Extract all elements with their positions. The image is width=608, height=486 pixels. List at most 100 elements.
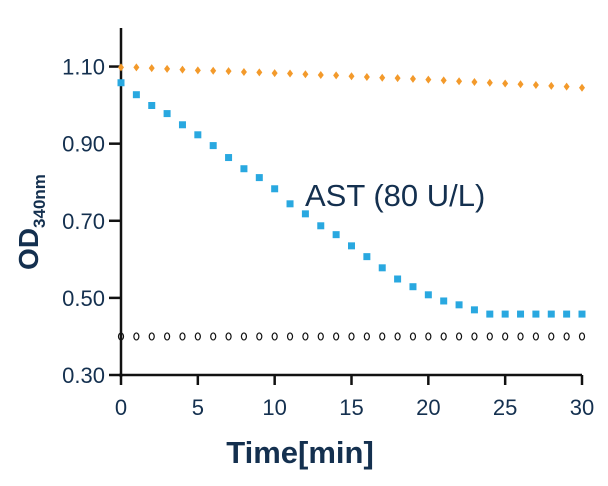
blue-data-point	[517, 310, 525, 318]
orange-data-point	[148, 64, 155, 73]
orange-data-point	[363, 72, 370, 81]
y-tick-label: 0.50	[62, 286, 105, 311]
black-data-point	[256, 332, 263, 341]
orange-data-point	[225, 67, 232, 76]
black-data-point	[455, 332, 463, 341]
blue-data-point	[409, 283, 417, 291]
black-data-point	[440, 332, 447, 341]
orange-data-point	[240, 67, 247, 76]
orange-data-point	[440, 76, 447, 85]
y-tick-label: 0.30	[62, 363, 105, 388]
black-data-point	[286, 332, 294, 341]
black-data-point	[317, 332, 324, 341]
black-data-point	[164, 332, 171, 341]
blue-data-point	[578, 310, 586, 318]
blue-data-point	[163, 110, 171, 118]
annotation-label: AST (80 U/L)	[305, 178, 485, 213]
orange-data-point	[302, 70, 309, 79]
blue-data-point	[178, 121, 186, 129]
black-data-point	[548, 332, 555, 341]
blue-data-point	[440, 297, 448, 305]
blue-data-point	[317, 222, 325, 230]
blue-data-point	[240, 165, 248, 173]
orange-data-point	[317, 71, 324, 80]
orange-data-point	[486, 78, 493, 87]
black-data-point	[532, 332, 540, 341]
black-data-point	[563, 332, 570, 341]
black-data-point	[578, 332, 586, 341]
black-data-point	[425, 332, 432, 341]
orange-data-point	[409, 74, 416, 83]
black-data-point	[486, 332, 493, 341]
blue-data-point	[348, 242, 355, 250]
black-data-point	[240, 332, 248, 341]
x-tick-label: 25	[493, 395, 517, 420]
blue-data-point	[225, 154, 233, 162]
orange-data-point	[210, 66, 217, 75]
orange-data-point	[179, 65, 186, 74]
black-data-point	[409, 332, 417, 341]
orange-data-point	[456, 77, 463, 86]
blue-data-point	[271, 185, 279, 193]
orange-data-point	[256, 68, 263, 77]
blue-data-point	[486, 310, 494, 318]
orange-data-point	[118, 63, 124, 72]
orange-data-point	[532, 81, 539, 90]
black-data-point	[225, 332, 232, 341]
black-data-point	[517, 332, 524, 341]
blue-data-point	[532, 310, 540, 318]
black-data-point	[502, 332, 509, 341]
blue-data-point	[148, 101, 156, 109]
y-axis-label-group: OD340nm	[13, 174, 49, 270]
blue-data-point	[301, 210, 309, 218]
black-data-point	[179, 332, 186, 341]
black-data-point	[117, 332, 125, 341]
orange-data-point	[379, 73, 386, 82]
orange-data-point	[133, 63, 140, 72]
x-tick-label: 10	[262, 395, 286, 420]
x-tick-label: 30	[570, 395, 594, 420]
blue-data-point	[117, 79, 125, 87]
x-axis-label: Time[min]	[226, 435, 374, 470]
orange-data-point	[548, 81, 555, 90]
y-axis-label-main: OD	[13, 228, 44, 270]
axes: 0.30 0.50 0.70 0.90 1.10 0 5 10 15 20 25 30	[62, 28, 594, 420]
black-data-point	[471, 332, 478, 341]
black-data-point	[133, 332, 140, 341]
black-data-point	[333, 332, 340, 341]
black-data-point	[148, 332, 155, 341]
x-tick-label: 5	[192, 395, 204, 420]
black-data-point	[363, 332, 370, 341]
data-points	[117, 63, 586, 341]
blue-data-point	[455, 301, 463, 309]
orange-data-point	[563, 82, 570, 91]
blue-data-point	[209, 142, 217, 150]
blue-data-point	[194, 131, 202, 139]
blue-data-point	[378, 264, 386, 272]
orange-data-point	[287, 69, 294, 78]
blue-data-point	[132, 91, 140, 99]
blue-data-point	[332, 231, 340, 239]
blue-data-point	[286, 200, 294, 208]
x-tick-label: 0	[115, 395, 127, 420]
orange-data-point	[502, 79, 509, 88]
x-tick-label: 20	[416, 395, 440, 420]
orange-data-point	[425, 75, 432, 84]
orange-data-point	[471, 77, 478, 86]
black-data-point	[348, 332, 355, 341]
blue-data-point	[255, 174, 263, 182]
blue-data-point	[424, 291, 432, 299]
y-tick-label: 0.70	[62, 209, 105, 234]
y-tick-label: 0.90	[62, 132, 105, 157]
blue-data-point	[394, 275, 402, 283]
black-data-point	[271, 332, 278, 341]
y-tick-label: 1.10	[62, 55, 105, 80]
orange-data-point	[579, 83, 585, 92]
y-axis-label-subscript: 340nm	[30, 174, 49, 228]
orange-data-point	[194, 66, 201, 75]
y-axis-label: OD340nm	[13, 174, 49, 270]
black-data-point	[194, 332, 201, 341]
black-data-point	[302, 332, 309, 341]
